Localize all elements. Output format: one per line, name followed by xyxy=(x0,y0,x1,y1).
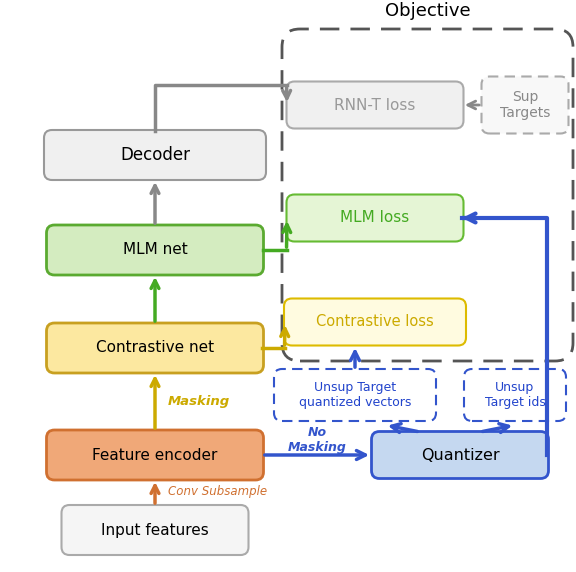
FancyBboxPatch shape xyxy=(464,369,566,421)
FancyBboxPatch shape xyxy=(62,505,248,555)
Text: Unsup
Target ids: Unsup Target ids xyxy=(484,381,545,409)
FancyBboxPatch shape xyxy=(44,130,266,180)
FancyBboxPatch shape xyxy=(284,299,466,345)
Text: Feature encoder: Feature encoder xyxy=(92,447,218,463)
Text: Masking: Masking xyxy=(168,395,230,407)
FancyBboxPatch shape xyxy=(286,81,464,129)
FancyBboxPatch shape xyxy=(47,225,263,275)
FancyBboxPatch shape xyxy=(274,369,436,421)
Text: Objective: Objective xyxy=(385,2,471,20)
Text: RNN-T loss: RNN-T loss xyxy=(334,97,416,113)
Text: MLM loss: MLM loss xyxy=(340,210,410,225)
FancyBboxPatch shape xyxy=(47,430,263,480)
Text: Input features: Input features xyxy=(101,522,209,538)
Text: Unsup Target
quantized vectors: Unsup Target quantized vectors xyxy=(299,381,411,409)
Text: MLM net: MLM net xyxy=(123,243,187,257)
FancyBboxPatch shape xyxy=(372,431,548,479)
FancyBboxPatch shape xyxy=(286,194,464,241)
Text: Quantizer: Quantizer xyxy=(420,447,499,463)
Text: Conv Subsample: Conv Subsample xyxy=(168,486,267,499)
Text: Decoder: Decoder xyxy=(120,146,190,164)
FancyBboxPatch shape xyxy=(47,323,263,373)
Text: Sup
Targets: Sup Targets xyxy=(500,90,550,120)
Text: No
Masking: No Masking xyxy=(287,426,346,454)
Text: Contrastive net: Contrastive net xyxy=(96,340,214,356)
FancyBboxPatch shape xyxy=(482,77,569,133)
Text: Contrastive loss: Contrastive loss xyxy=(316,315,434,329)
